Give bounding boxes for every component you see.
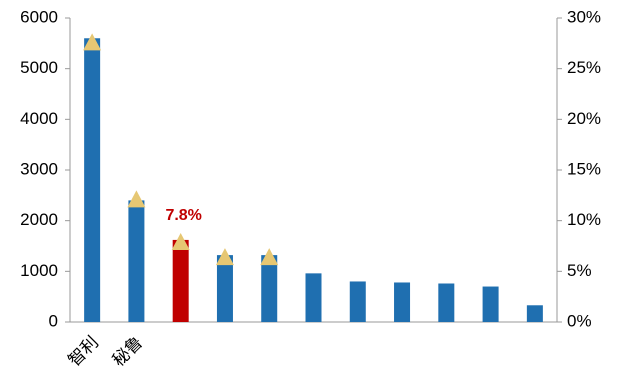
x-tick-label: 智利 <box>65 333 102 370</box>
y-tick-label: 0 <box>49 311 58 330</box>
bar <box>349 281 366 322</box>
y-tick-label: 5000 <box>20 58 58 77</box>
y-tick-label: 6000 <box>20 7 58 26</box>
x-tick-label: 秘鲁 <box>109 333 146 370</box>
y-tick-label: 1000 <box>20 261 58 280</box>
bar <box>526 305 543 322</box>
y2-tick-label: 10% <box>567 210 601 229</box>
bar <box>261 255 278 322</box>
bar <box>128 200 145 322</box>
triangle-marker <box>171 232 190 250</box>
triangle-marker <box>83 33 102 51</box>
y2-tick-label: 0% <box>567 311 592 330</box>
bar <box>482 286 499 322</box>
y-tick-label: 3000 <box>20 159 58 178</box>
triangle-marker <box>260 248 279 266</box>
bar <box>84 38 101 323</box>
bar <box>305 273 322 322</box>
y2-tick-label: 30% <box>567 7 601 26</box>
bar <box>216 255 233 322</box>
triangle-marker <box>215 248 234 266</box>
data-label: 7.8% <box>165 207 201 224</box>
y-tick-label: 4000 <box>20 109 58 128</box>
bar <box>394 282 411 322</box>
y2-tick-label: 25% <box>567 58 601 77</box>
y-tick-label: 2000 <box>20 210 58 229</box>
bar <box>172 239 189 322</box>
bar <box>438 283 455 322</box>
y2-tick-label: 5% <box>567 261 592 280</box>
y2-tick-label: 20% <box>567 109 601 128</box>
triangle-marker <box>127 190 146 208</box>
y2-tick-label: 15% <box>567 159 601 178</box>
